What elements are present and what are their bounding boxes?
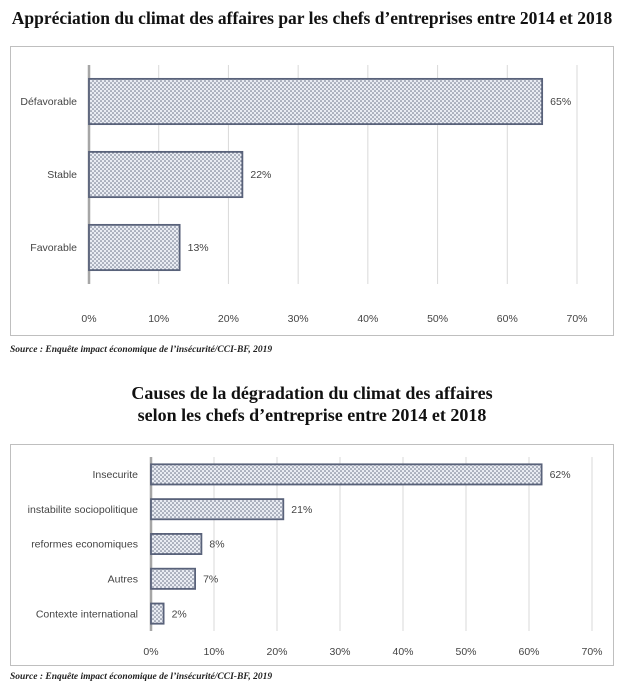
x-tick-label: 50% [427, 313, 448, 325]
x-tick-label: 30% [329, 646, 350, 658]
x-tick-label: 10% [148, 313, 169, 325]
value-label: 13% [188, 242, 209, 254]
value-label: 22% [250, 169, 271, 181]
value-label: 65% [550, 96, 571, 108]
bar [150, 498, 285, 521]
value-label: 21% [291, 504, 312, 516]
bar [88, 77, 544, 126]
chart2-title-line1: Causes de la dégradation du climat des a… [131, 383, 493, 403]
value-label: 62% [550, 469, 571, 481]
chart1-category-labels: Défavorable Stable Favorable [20, 96, 77, 254]
category-label: reformes economiques [31, 539, 138, 551]
x-tick-label: 70% [581, 646, 602, 658]
category-label: Défavorable [20, 96, 77, 108]
category-label: Contexte international [36, 608, 138, 620]
x-tick-label: 10% [203, 646, 224, 658]
category-label: Stable [47, 169, 77, 181]
x-tick-label: 40% [357, 313, 378, 325]
bar [150, 602, 165, 625]
x-tick-label: 60% [497, 313, 518, 325]
value-label: 8% [209, 539, 224, 551]
category-label: Insecurite [92, 469, 138, 481]
category-label: Favorable [30, 242, 77, 254]
x-tick-label: 0% [81, 313, 96, 325]
category-label: instabilite sociopolitique [28, 504, 138, 516]
bar [150, 567, 196, 590]
chart2-tick-labels: 0% 10% 20% 30% 40% 50% 60% 70% [143, 646, 602, 658]
chart1-source: Source : Enquête impact économique de l’… [10, 345, 273, 355]
x-tick-label: 70% [566, 313, 587, 325]
chart1-bars [88, 77, 544, 272]
value-label: 7% [203, 573, 218, 585]
chart1-value-labels: 65% 22% 13% [188, 96, 572, 254]
bar [150, 533, 203, 555]
chart2-title-line2: selon les chefs d’entreprise entre 2014 … [137, 405, 487, 425]
chart2-value-labels: 62% 21% 8% 7% 2% [172, 469, 571, 620]
chart2-title: Causes de la dégradation du climat des a… [0, 382, 624, 426]
value-label: 2% [172, 608, 187, 620]
x-tick-label: 20% [266, 646, 287, 658]
bar [150, 463, 543, 486]
chart2-source: Source : Enquête impact économique de l’… [10, 672, 273, 682]
chart2: Insecurite instabilite sociopolitique refo… [10, 444, 614, 666]
x-tick-label: 20% [218, 313, 239, 325]
x-tick-label: 0% [143, 646, 158, 658]
chart1-title: Appréciation du climat des affaires par … [11, 8, 613, 28]
bar [88, 223, 181, 272]
chart2-bars [150, 463, 543, 625]
chart1: Défavorable Stable Favorable 65% 22% 13% 0% 1… [10, 46, 614, 336]
x-tick-label: 40% [392, 646, 413, 658]
x-tick-label: 30% [288, 313, 309, 325]
category-label: Autres [108, 573, 138, 585]
x-tick-label: 60% [518, 646, 539, 658]
bar [88, 150, 244, 199]
x-tick-label: 50% [455, 646, 476, 658]
chart2-category-labels: Insecurite instabilite sociopolitique refo… [28, 469, 138, 620]
chart1-tick-labels: 0% 10% 20% 30% 40% 50% 60% 70% [81, 313, 587, 325]
